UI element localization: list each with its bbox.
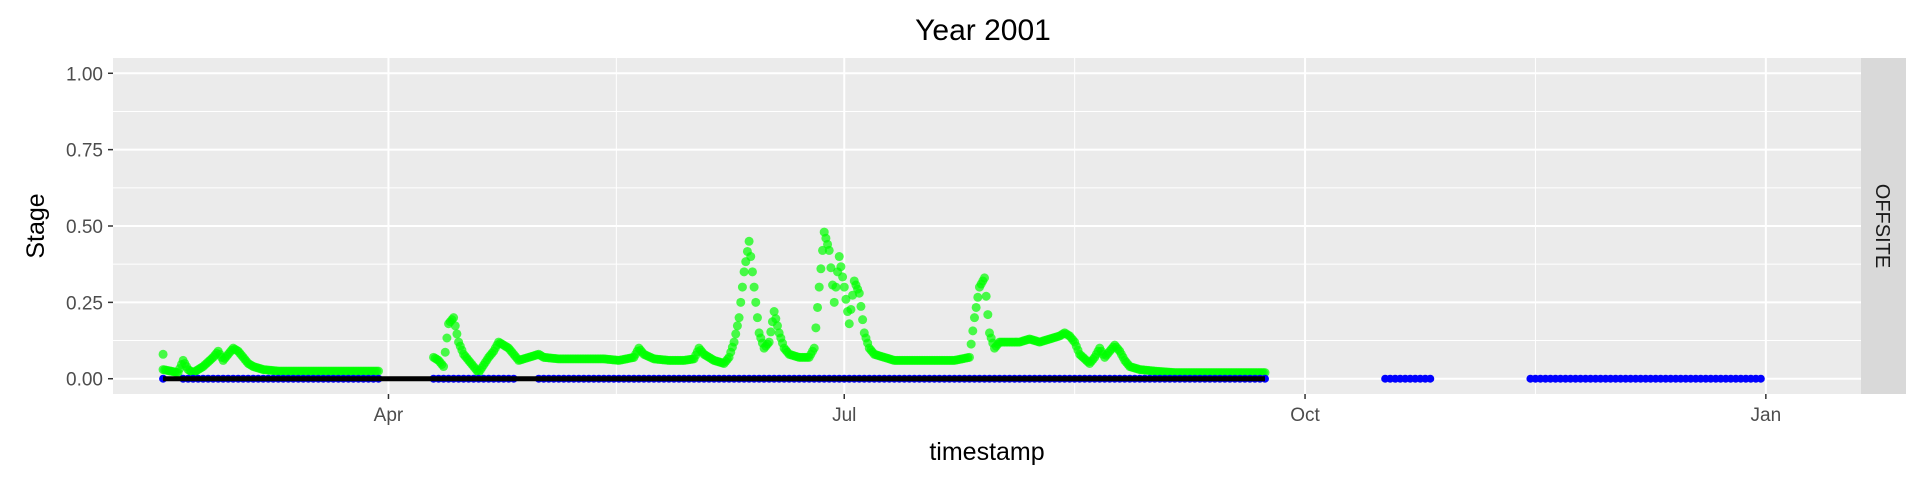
observed-point xyxy=(969,313,979,323)
observed-point xyxy=(440,347,450,357)
facet-strip-label: OFFSITE xyxy=(1871,184,1893,268)
observed-point xyxy=(816,264,826,274)
observed-point xyxy=(442,333,452,343)
observed-point xyxy=(966,339,976,349)
x-tick-label: Jul xyxy=(832,405,856,426)
chart-marks xyxy=(158,227,1765,383)
x-tick-label: Oct xyxy=(1290,405,1320,426)
observed-point xyxy=(826,263,836,273)
observed-point xyxy=(449,313,459,323)
observed-point xyxy=(844,319,854,329)
observed-point xyxy=(814,282,824,292)
y-axis: 0.00 0.25 0.50 0.75 1.00 xyxy=(66,64,113,391)
observed-point xyxy=(744,236,754,246)
observed-point xyxy=(731,329,741,339)
observed-point xyxy=(737,282,747,292)
y-tick-label: 0.00 xyxy=(66,370,103,391)
y-axis-title: Stage xyxy=(22,193,50,258)
observed-point xyxy=(981,291,991,301)
facet-strip xyxy=(1861,58,1906,394)
observed-point xyxy=(747,267,757,277)
baseline-point xyxy=(1756,374,1765,383)
observed-point xyxy=(973,292,983,302)
y-tick-label: 1.00 xyxy=(66,64,103,85)
observed-point xyxy=(158,349,168,359)
observed-point xyxy=(824,245,834,255)
observed-point xyxy=(739,267,749,277)
observed-point xyxy=(818,245,828,255)
observed-point xyxy=(829,297,839,307)
observed-point xyxy=(450,321,460,331)
y-tick-label: 0.50 xyxy=(66,217,103,238)
observed-point xyxy=(983,310,993,320)
grid-minor xyxy=(113,58,1861,394)
observed-point xyxy=(834,252,844,262)
x-tick-label: Apr xyxy=(374,405,404,426)
observed-point xyxy=(838,272,848,282)
observed-point xyxy=(749,282,759,292)
observed-point xyxy=(968,326,978,336)
observed-point xyxy=(766,327,776,337)
observed-point xyxy=(839,282,849,292)
baseline-point xyxy=(1426,374,1435,383)
observed-point xyxy=(1260,368,1270,378)
observed-point xyxy=(979,273,989,283)
observed-point xyxy=(729,337,739,347)
observed-point xyxy=(836,262,846,272)
observed-point xyxy=(813,302,823,312)
observed-point xyxy=(439,362,449,372)
observed-point xyxy=(858,315,868,325)
x-tick-label: Jan xyxy=(1751,405,1782,426)
observed-point xyxy=(734,313,744,323)
observed-point xyxy=(764,337,774,347)
observed-point xyxy=(752,313,762,323)
chart-title: Year 2001 xyxy=(915,14,1051,47)
x-axis-title: timestamp xyxy=(929,438,1044,466)
x-axis: Apr Jul Oct Jan xyxy=(374,394,1781,426)
observed-point xyxy=(846,304,856,314)
observed-point xyxy=(769,307,779,317)
observed-point xyxy=(809,343,819,353)
y-tick-label: 0.75 xyxy=(66,141,103,162)
observed-point xyxy=(373,366,383,376)
observed-point xyxy=(831,282,841,292)
y-tick-label: 0.25 xyxy=(66,293,103,314)
observed-point xyxy=(854,288,864,298)
observed-point xyxy=(452,329,462,339)
observed-point xyxy=(732,321,742,331)
observed-point xyxy=(964,352,974,362)
observed-point xyxy=(746,252,756,262)
observed-point xyxy=(811,323,821,333)
observed-point xyxy=(771,314,781,324)
observed-point xyxy=(772,321,782,331)
observed-point xyxy=(736,297,746,307)
observed-point xyxy=(751,297,761,307)
observed-point xyxy=(841,294,851,304)
observed-point xyxy=(971,302,981,312)
observed-point xyxy=(856,301,866,311)
